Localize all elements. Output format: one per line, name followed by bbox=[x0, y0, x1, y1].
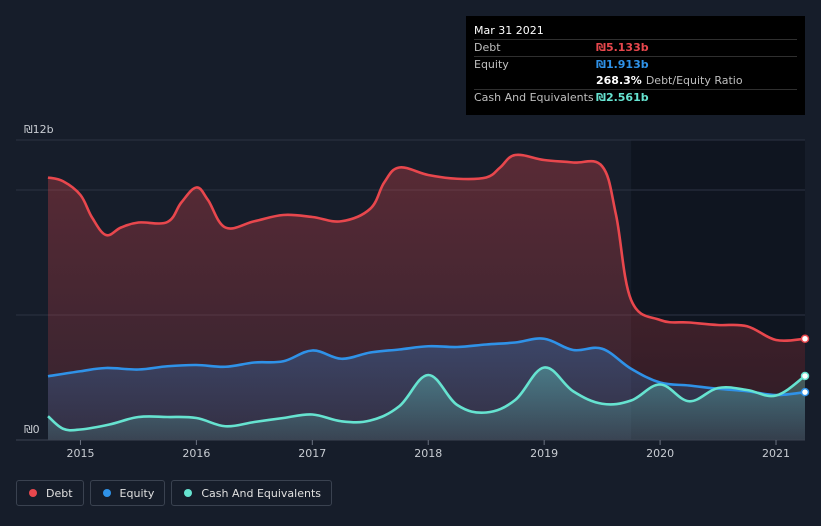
x-tick-label: 2015 bbox=[66, 447, 94, 460]
end-marker-cash bbox=[800, 371, 810, 381]
x-tick-label: 2021 bbox=[762, 447, 790, 460]
legend-label: Equity bbox=[119, 486, 155, 500]
legend-item-cash[interactable]: Cash And Equivalents bbox=[171, 480, 332, 506]
tooltip-label: Cash And Equivalents bbox=[474, 91, 594, 104]
tooltip-value-equity: ₪1.913b bbox=[596, 58, 649, 71]
tooltip-date: Mar 31 2021 bbox=[474, 24, 544, 37]
end-marker-equity bbox=[800, 387, 810, 397]
line-cash bbox=[47, 366, 806, 432]
x-tick-label: 2020 bbox=[646, 447, 674, 460]
y-axis-labels: ₪12b ₪0 bbox=[24, 123, 54, 436]
legend-label: Debt bbox=[46, 486, 73, 500]
tooltip-row-ratio: 268.3% Debt/Equity Ratio bbox=[474, 73, 797, 89]
legend-dot-equity bbox=[102, 489, 111, 497]
x-axis: 2015 2016 2017 2018 2019 2020 2021 bbox=[16, 439, 805, 460]
y-tick-label: ₪12b bbox=[24, 123, 54, 136]
x-tick-label: 2017 bbox=[298, 447, 326, 460]
series-end-markers bbox=[800, 334, 810, 397]
tooltip-ratio-value: 268.3% bbox=[596, 74, 642, 87]
end-marker-debt bbox=[800, 334, 810, 343]
line-debt bbox=[47, 153, 806, 343]
legend-dot-debt bbox=[29, 489, 37, 497]
x-tick-label: 2019 bbox=[530, 447, 558, 460]
y-tick-label: ₪0 bbox=[24, 423, 40, 436]
tooltip-row-equity: Equity ₪1.913b bbox=[474, 56, 797, 73]
tooltip-row-cash: Cash And Equivalents ₪2.561b bbox=[474, 89, 797, 106]
data-tooltip: Mar 31 2021 Debt ₪5.133b Equity ₪1.913b … bbox=[466, 16, 805, 115]
tooltip-ratio-label: Debt/Equity Ratio bbox=[645, 74, 743, 87]
series-lines bbox=[47, 153, 806, 432]
legend-label: Cash And Equivalents bbox=[201, 486, 321, 500]
x-tick-label: 2016 bbox=[182, 447, 210, 460]
legend-item-equity[interactable]: Equity bbox=[89, 480, 166, 506]
series-areas bbox=[48, 154, 805, 440]
legend-item-debt[interactable]: Debt bbox=[16, 480, 84, 506]
tooltip-value-debt: ₪5.133b bbox=[596, 41, 649, 54]
legend-dot-cash bbox=[184, 489, 193, 497]
tooltip-label: Equity bbox=[474, 58, 509, 71]
x-tick-label: 2018 bbox=[414, 447, 442, 460]
tooltip-value-cash: ₪2.561b bbox=[596, 91, 649, 104]
chart-legend: Debt Equity Cash And Equivalents bbox=[16, 480, 332, 506]
tooltip-label: Debt bbox=[474, 41, 501, 54]
line-equity bbox=[47, 337, 806, 397]
tooltip-row-debt: Debt ₪5.133b bbox=[474, 39, 797, 56]
area-cash bbox=[48, 367, 805, 440]
